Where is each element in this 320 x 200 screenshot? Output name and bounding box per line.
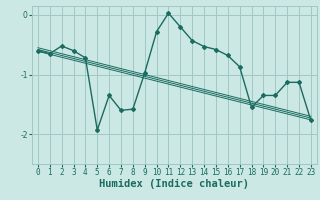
X-axis label: Humidex (Indice chaleur): Humidex (Indice chaleur)	[100, 179, 249, 189]
